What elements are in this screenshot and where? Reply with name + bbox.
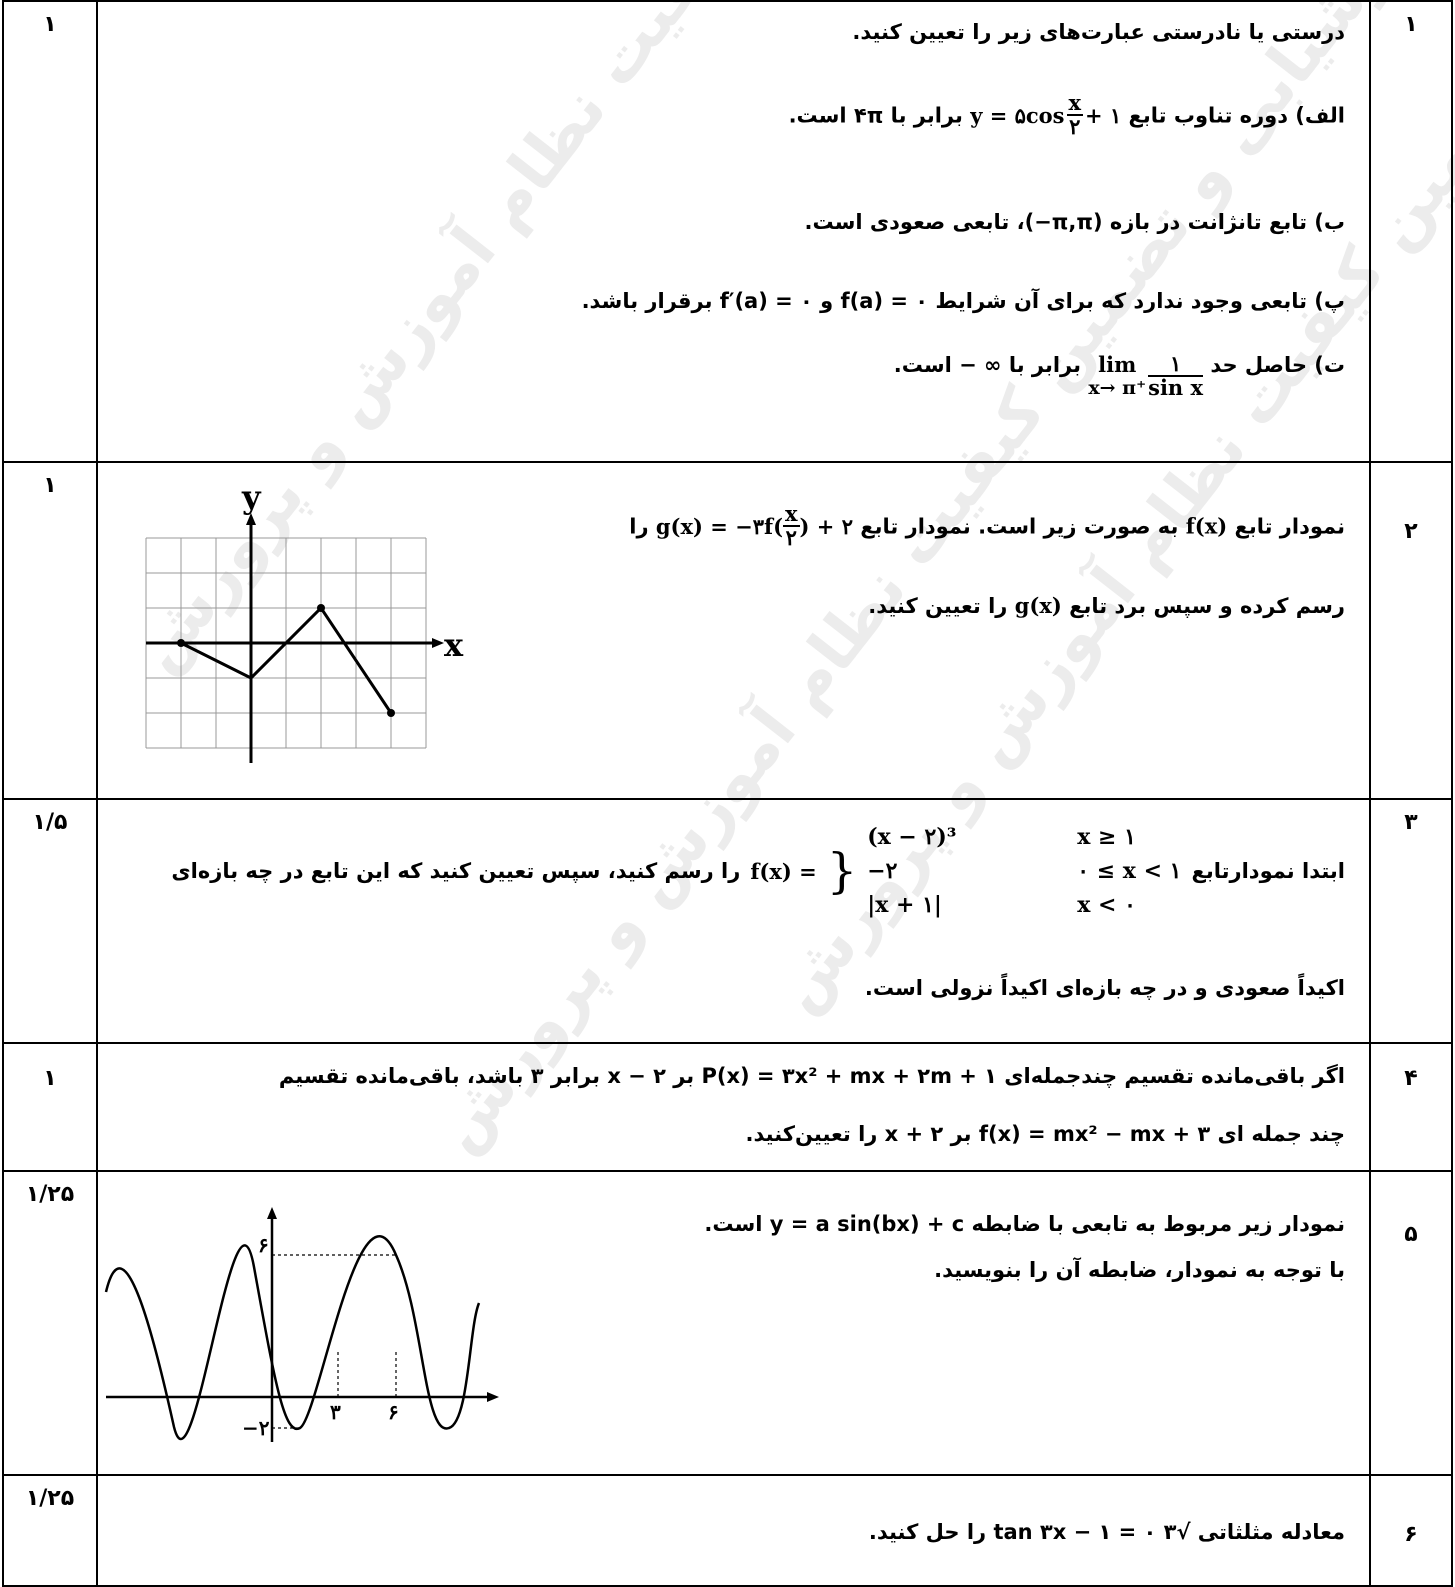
x-axis-label: x bbox=[444, 626, 464, 664]
question-line: معادله مثلثاتی √۳ tan ۳x − ۱ = ۰ را حل ک… bbox=[868, 1520, 1345, 1544]
min-label: −۲ bbox=[242, 1416, 270, 1440]
question-score: ۱/۲۵ bbox=[25, 1182, 75, 1207]
question-score: ۱/۲۵ bbox=[25, 1486, 75, 1511]
statement-b: ب) تابع تانژانت در بازه (π,π−)، تابعی صع… bbox=[804, 210, 1345, 234]
question-row-6: ۶ ۱/۲۵ معادله مثلثاتی √۳ tan ۳x − ۱ = ۰ … bbox=[2, 1474, 1453, 1587]
question-number: ۱ bbox=[1404, 12, 1418, 37]
question-line: چند جمله ای f(x) = mx² − mx + ۳ بر x + ۲… bbox=[745, 1122, 1345, 1146]
question-line: اکیداً صعودی و در چه بازه‌ای اکیداً نزول… bbox=[864, 976, 1345, 1000]
question-line: اگر باقی‌مانده تقسیم چندجمله‌ای P(x) = ۳… bbox=[278, 1064, 1345, 1088]
question-row-5: ۵ ۱/۲۵ نمودار زیر مربوط به تابعی با ضابط… bbox=[2, 1170, 1453, 1476]
question-title: درستی یا نادرستی عبارت‌های زیر را تعیین … bbox=[852, 20, 1345, 44]
max-label: ۶ bbox=[258, 1233, 269, 1257]
statement-c: پ) تابعی وجود ندارد که برای آن شرایط f(a… bbox=[581, 289, 1345, 313]
question-row-3: ۳ ۱/۵ ابتدا نمودارتابع (x − ۲)³ x ≥ ۱ −۲ ۰… bbox=[2, 798, 1453, 1044]
question-score: ۱/۵ bbox=[32, 810, 68, 835]
sine-graph: ۶ −۲ ۳ ۶ bbox=[104, 1207, 499, 1442]
question-row-1: ۱ ۱ درستی یا نادرستی عبارت‌های زیر را تع… bbox=[2, 0, 1453, 463]
question-number: ۲ bbox=[1404, 519, 1418, 544]
question-line: رسم کرده و سپس برد تابع g(x) را تعیین کن… bbox=[868, 593, 1345, 618]
question-line: ابتدا نمودارتابع (x − ۲)³ x ≥ ۱ −۲ ۰ ≤ x <… bbox=[171, 820, 1345, 922]
piecewise-cases: (x − ۲)³ x ≥ ۱ −۲ ۰ ≤ x < ۱ |x + ۱| x < ۰ bbox=[867, 824, 1182, 918]
question-number: ۵ bbox=[1404, 1222, 1418, 1247]
question-line: نمودار تابع f(x) به صورت زیر است. نمودار… bbox=[629, 501, 1345, 550]
question-line: نمودار زیر مربوط به تابعی با ضابطه y = a… bbox=[704, 1212, 1345, 1236]
question-line: با توجه به نمودار، ضابطه آن را بنویسید. bbox=[934, 1258, 1345, 1282]
statement-d: ت) حاصل حد lim x→ π⁺ ۱ sin x برابر با ∞ −… bbox=[893, 350, 1345, 400]
question-number: ۶ bbox=[1404, 1522, 1418, 1547]
function-graph: y x bbox=[145, 478, 464, 763]
question-number: ۳ bbox=[1404, 810, 1418, 835]
tick-label: ۳ bbox=[330, 1400, 341, 1424]
question-score: ۱ bbox=[43, 1066, 57, 1091]
tick-label: ۶ bbox=[388, 1400, 399, 1424]
question-score: ۱ bbox=[43, 12, 57, 37]
question-row-2: ۲ ۱ نمودار تابع f(x) به صورت زیر است. نم… bbox=[2, 461, 1453, 800]
question-number: ۴ bbox=[1404, 1066, 1418, 1091]
question-row-4: ۴ ۱ اگر باقی‌مانده تقسیم چندجمله‌ای P(x)… bbox=[2, 1042, 1453, 1172]
question-score: ۱ bbox=[43, 473, 57, 498]
y-axis-label: y bbox=[241, 478, 262, 516]
